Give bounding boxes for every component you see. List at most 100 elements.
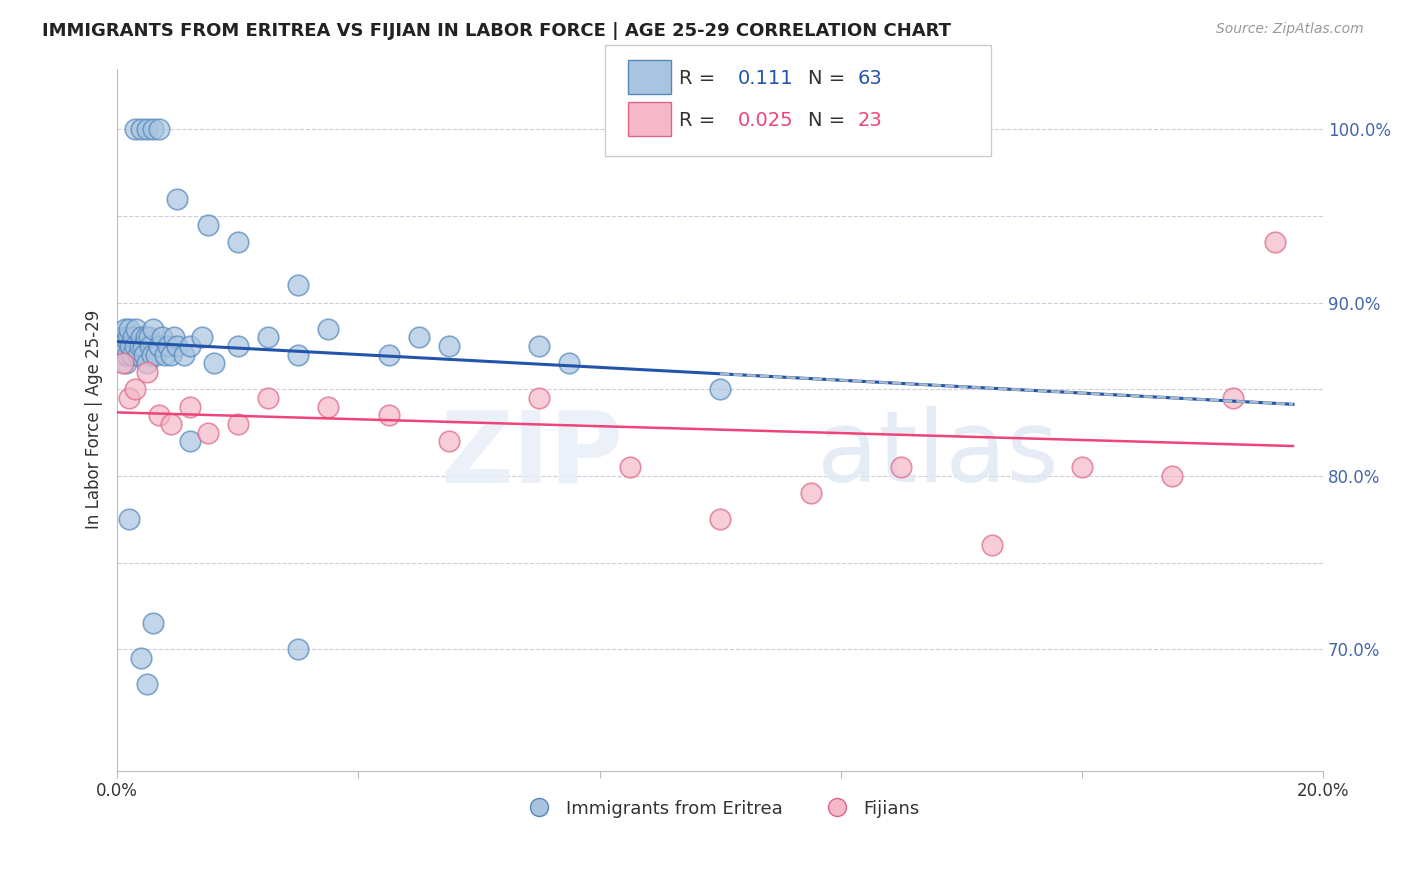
Point	[226, 339, 249, 353]
Point	[529, 339, 551, 353]
Point	[138, 330, 160, 344]
Point	[197, 218, 219, 232]
Point	[142, 616, 165, 631]
Point	[131, 122, 153, 136]
Point	[124, 122, 146, 136]
Point	[316, 400, 339, 414]
Point	[226, 417, 249, 431]
Point	[136, 122, 159, 136]
Point	[155, 348, 177, 362]
Point	[1161, 469, 1184, 483]
Point	[111, 348, 134, 362]
Point	[136, 677, 159, 691]
Point	[117, 348, 139, 362]
Point	[124, 382, 146, 396]
Point	[125, 321, 148, 335]
Text: ZIP: ZIP	[441, 406, 624, 503]
Point	[197, 425, 219, 440]
Point	[709, 512, 731, 526]
Point	[166, 192, 188, 206]
Point	[179, 339, 201, 353]
Text: R =: R =	[679, 69, 721, 88]
Point	[163, 330, 186, 344]
Point	[202, 356, 225, 370]
Point	[287, 278, 309, 293]
Point	[112, 330, 135, 344]
Point	[136, 365, 159, 379]
Point	[179, 400, 201, 414]
Point	[131, 651, 153, 665]
Point	[148, 339, 170, 353]
Point	[148, 409, 170, 423]
Point	[800, 486, 823, 500]
Point	[142, 122, 165, 136]
Point	[120, 339, 142, 353]
Point	[118, 512, 141, 526]
Point	[377, 409, 399, 423]
Point	[558, 356, 581, 370]
Point	[131, 330, 153, 344]
Y-axis label: In Labor Force | Age 25-29: In Labor Force | Age 25-29	[86, 310, 103, 529]
Point	[117, 330, 139, 344]
Point	[287, 348, 309, 362]
Point	[152, 330, 174, 344]
Point	[145, 348, 167, 362]
Point	[141, 348, 163, 362]
Point	[316, 321, 339, 335]
Point	[134, 348, 156, 362]
Point	[160, 417, 183, 431]
Point	[118, 321, 141, 335]
Point	[110, 330, 132, 344]
Point	[1264, 235, 1286, 249]
Text: atlas: atlas	[817, 406, 1059, 503]
Point	[124, 339, 146, 353]
Point	[160, 348, 183, 362]
Point	[148, 122, 170, 136]
Point	[173, 348, 195, 362]
Point	[1222, 391, 1244, 405]
Point	[980, 538, 1002, 552]
Point	[179, 434, 201, 449]
Point	[157, 339, 180, 353]
Point	[131, 339, 153, 353]
Point	[437, 434, 460, 449]
Legend: Immigrants from Eritrea, Fijians: Immigrants from Eritrea, Fijians	[513, 792, 927, 825]
Point	[112, 339, 135, 353]
Point	[139, 339, 162, 353]
Point	[257, 391, 280, 405]
Point	[118, 391, 141, 405]
Point	[1071, 460, 1094, 475]
Text: 0.025: 0.025	[738, 111, 794, 130]
Point	[122, 330, 145, 344]
Point	[166, 339, 188, 353]
Text: N =: N =	[808, 69, 852, 88]
Text: IMMIGRANTS FROM ERITREA VS FIJIAN IN LABOR FORCE | AGE 25-29 CORRELATION CHART: IMMIGRANTS FROM ERITREA VS FIJIAN IN LAB…	[42, 22, 952, 40]
Point	[136, 356, 159, 370]
Point	[112, 356, 135, 370]
Text: Source: ZipAtlas.com: Source: ZipAtlas.com	[1216, 22, 1364, 37]
Point	[121, 348, 143, 362]
Point	[114, 321, 136, 335]
Point	[529, 391, 551, 405]
Point	[287, 642, 309, 657]
Point	[115, 356, 138, 370]
Point	[408, 330, 430, 344]
Text: 63: 63	[858, 69, 883, 88]
Point	[135, 330, 157, 344]
Point	[108, 339, 131, 353]
Point	[142, 321, 165, 335]
Text: R =: R =	[679, 111, 721, 130]
Point	[257, 330, 280, 344]
Point	[226, 235, 249, 249]
Point	[377, 348, 399, 362]
Point	[437, 339, 460, 353]
Point	[619, 460, 641, 475]
Point	[129, 339, 152, 353]
Point	[127, 348, 149, 362]
Text: 23: 23	[858, 111, 883, 130]
Point	[890, 460, 912, 475]
Text: N =: N =	[808, 111, 852, 130]
Text: 0.111: 0.111	[738, 69, 794, 88]
Point	[190, 330, 212, 344]
Point	[709, 382, 731, 396]
